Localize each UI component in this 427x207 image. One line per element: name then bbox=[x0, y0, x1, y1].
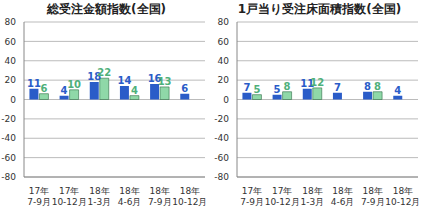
svg-text:1-3月: 1-3月 bbox=[301, 197, 325, 207]
svg-text:80: 80 bbox=[8, 18, 16, 27]
svg-text:10-12月: 10-12月 bbox=[52, 197, 87, 207]
svg-text:6: 6 bbox=[181, 83, 188, 94]
svg-text:7-9月: 7-9月 bbox=[240, 197, 264, 207]
svg-text:60: 60 bbox=[8, 37, 16, 47]
svg-text:-60: -60 bbox=[214, 153, 229, 163]
svg-text:17年: 17年 bbox=[242, 186, 262, 196]
svg-text:16: 16 bbox=[147, 73, 162, 84]
svg-text:18年: 18年 bbox=[180, 186, 200, 196]
svg-text:20: 20 bbox=[8, 75, 16, 85]
svg-text:18年: 18年 bbox=[302, 186, 322, 196]
svg-text:7: 7 bbox=[243, 82, 250, 93]
svg-text:18年: 18年 bbox=[150, 186, 170, 196]
svg-text:4-6月: 4-6月 bbox=[118, 197, 142, 207]
svg-text:17年: 17年 bbox=[59, 186, 79, 196]
svg-text:17年: 17年 bbox=[29, 186, 49, 196]
svg-text:10: 10 bbox=[67, 79, 81, 90]
svg-text:-80: -80 bbox=[214, 172, 229, 182]
svg-text:5: 5 bbox=[253, 84, 260, 95]
svg-text:11: 11 bbox=[300, 77, 315, 89]
svg-text:-20: -20 bbox=[214, 114, 229, 124]
svg-text:10-12月: 10-12月 bbox=[265, 197, 300, 207]
svg-text:18: 18 bbox=[87, 71, 102, 83]
svg-text:20: 20 bbox=[218, 75, 230, 85]
svg-text:6: 6 bbox=[40, 83, 47, 94]
svg-text:7-9月: 7-9月 bbox=[148, 197, 172, 207]
svg-text:14: 14 bbox=[117, 75, 131, 86]
svg-text:-60: -60 bbox=[8, 153, 16, 163]
svg-text:11: 11 bbox=[27, 78, 41, 89]
svg-text:18年: 18年 bbox=[89, 186, 109, 196]
svg-text:18年: 18年 bbox=[332, 186, 352, 196]
svg-text:0: 0 bbox=[10, 95, 16, 105]
svg-text:18年: 18年 bbox=[363, 186, 383, 196]
svg-text:1-3月: 1-3月 bbox=[88, 197, 112, 207]
svg-text:4: 4 bbox=[131, 85, 138, 96]
html-text:1戸当り受注床面積指数(全国): 1戸当り受注床面積指数(全国) bbox=[237, 2, 402, 16]
svg-text:5: 5 bbox=[274, 84, 281, 95]
svg-text:60: 60 bbox=[218, 37, 230, 47]
svg-text:18年: 18年 bbox=[393, 186, 413, 196]
svg-text:4: 4 bbox=[60, 84, 68, 96]
svg-text:8: 8 bbox=[284, 81, 291, 92]
svg-text:10-12月: 10-12月 bbox=[385, 197, 419, 207]
svg-text:-40: -40 bbox=[8, 133, 16, 143]
svg-text:17年: 17年 bbox=[272, 186, 292, 196]
svg-text:22: 22 bbox=[97, 67, 111, 78]
svg-text:80: 80 bbox=[218, 18, 230, 27]
svg-text:10-12月: 10-12月 bbox=[172, 197, 207, 207]
svg-text:18年: 18年 bbox=[119, 186, 139, 196]
svg-text:-40: -40 bbox=[214, 133, 229, 143]
svg-text:-20: -20 bbox=[8, 114, 16, 124]
svg-text:40: 40 bbox=[8, 56, 16, 66]
svg-text:40: 40 bbox=[218, 56, 230, 66]
svg-text:13: 13 bbox=[158, 76, 172, 87]
svg-text:8: 8 bbox=[374, 81, 381, 92]
svg-text:8: 8 bbox=[364, 81, 371, 92]
svg-text:-80: -80 bbox=[8, 172, 16, 182]
svg-text:4: 4 bbox=[394, 85, 401, 96]
html-text:総受注金額指数(全国): 総受注金額指数(全国) bbox=[47, 2, 166, 16]
svg-text:4-6月: 4-6月 bbox=[331, 197, 355, 207]
svg-text:7: 7 bbox=[334, 82, 341, 93]
svg-text:7-9月: 7-9月 bbox=[361, 197, 385, 207]
svg-text:7-9月: 7-9月 bbox=[27, 197, 51, 207]
svg-text:0: 0 bbox=[223, 95, 229, 105]
svg-text:12: 12 bbox=[310, 77, 324, 88]
